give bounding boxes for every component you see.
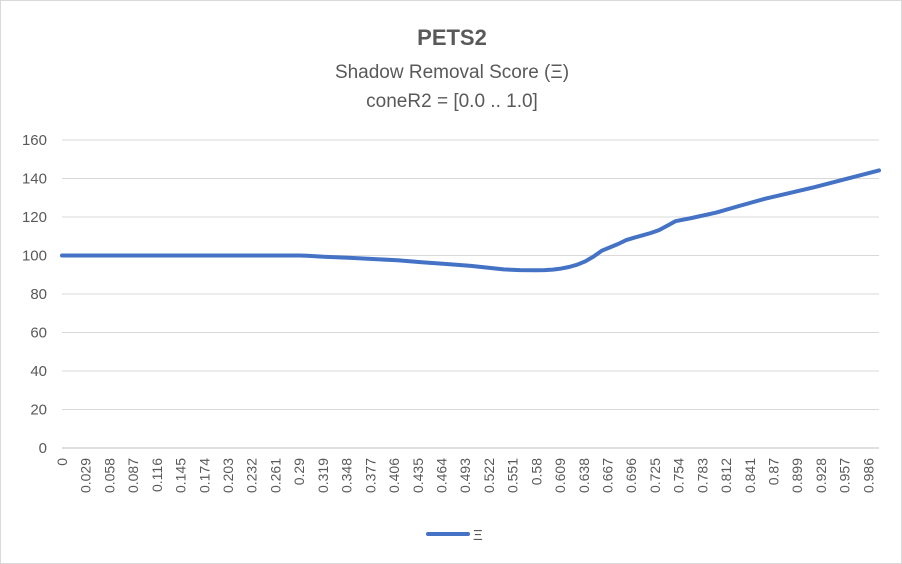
y-tick-label: 100	[22, 248, 47, 265]
x-tick-label: 0.609	[552, 458, 568, 493]
chart-subtitle-line-2: coneR2 = [0.0 .. 1.0]	[366, 91, 538, 112]
x-tick-label: 0.203	[220, 458, 236, 493]
x-tick-label: 0.638	[576, 458, 592, 493]
x-tick-label: 0.464	[433, 458, 449, 493]
x-tick-label: 0.957	[837, 458, 853, 493]
y-tick-label: 20	[30, 402, 47, 419]
x-tick-label: 0.058	[101, 458, 117, 493]
x-tick-label: 0.435	[410, 458, 426, 493]
gridlines	[62, 139, 879, 449]
y-tick-label: 140	[22, 171, 47, 188]
x-axis: 0 0.029 0.058 0.087 0.116 0.145 0.174 0.203 0.23…	[54, 458, 876, 493]
y-tick-label: 0	[39, 440, 47, 457]
x-tick-label: 0.754	[671, 458, 687, 493]
x-tick-label: 0.725	[647, 458, 663, 493]
x-tick-label: 0.696	[623, 458, 639, 493]
x-tick-label: 0.841	[742, 458, 758, 493]
x-tick-label: 0.029	[78, 458, 94, 493]
x-tick-label: 0.232	[244, 458, 260, 493]
legend-label: Ξ	[473, 527, 483, 544]
x-tick-label: 0.493	[457, 458, 473, 493]
x-tick-label: 0.986	[860, 458, 876, 493]
y-tick-label: 60	[30, 325, 47, 342]
series-line	[60, 168, 881, 273]
x-tick-label: 0.522	[481, 458, 497, 493]
y-axis: 0 20 40 60 80 100 120 140 160	[22, 132, 47, 457]
y-tick-label: 40	[30, 363, 47, 380]
x-tick-label: 0.261	[267, 458, 283, 493]
x-tick-label: 0.667	[599, 458, 615, 493]
x-tick-label: 0.348	[339, 458, 355, 493]
x-tick-label: 0.087	[125, 458, 141, 493]
legend: Ξ	[426, 527, 483, 544]
x-tick-label: 0.406	[386, 458, 402, 493]
x-tick-label: 0.377	[362, 458, 378, 493]
x-tick-label: 0.116	[149, 458, 165, 492]
x-tick-label: 0.174	[196, 458, 212, 493]
y-tick-label: 120	[22, 209, 47, 226]
x-tick-label: 0.551	[505, 458, 521, 493]
x-tick-label: 0.899	[789, 458, 805, 493]
x-tick-label: 0.58	[528, 458, 544, 485]
x-tick-label: 0	[54, 458, 70, 466]
x-tick-label: 0.29	[291, 458, 307, 485]
x-tick-label: 0.145	[173, 458, 189, 493]
x-tick-label: 0.319	[315, 458, 331, 493]
y-tick-label: 80	[30, 286, 47, 303]
x-tick-label: 0.783	[694, 458, 710, 493]
x-tick-label: 0.87	[766, 458, 782, 485]
series-layer	[60, 168, 881, 273]
chart-subtitle-line-1: Shadow Removal Score (Ξ)	[335, 62, 569, 83]
x-tick-label: 0.928	[813, 458, 829, 493]
y-tick-label: 160	[22, 132, 47, 149]
x-tick-label: 0.812	[718, 458, 734, 493]
chart-title: PETS2	[417, 25, 487, 50]
